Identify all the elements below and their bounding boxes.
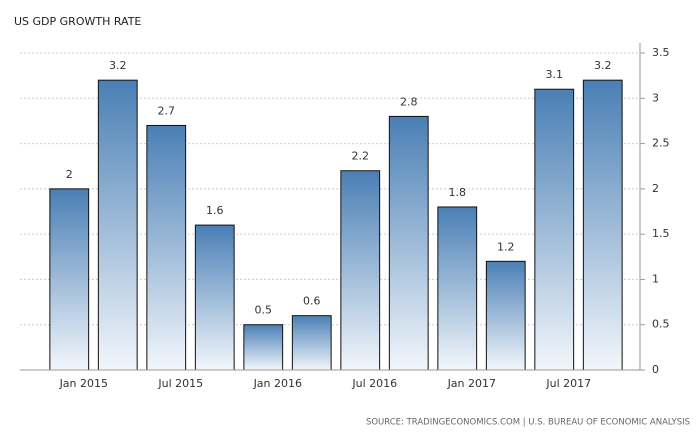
bar <box>97 79 138 371</box>
data-label: 2.2 <box>352 150 370 163</box>
data-label: 2.7 <box>158 104 176 117</box>
y-tick-label: 2 <box>652 182 659 195</box>
chart-title: US GDP GROWTH RATE <box>14 15 141 28</box>
data-label: 0.5 <box>255 304 273 317</box>
data-label: 1.8 <box>449 186 467 199</box>
data-label: 2 <box>66 168 73 181</box>
bar <box>49 188 90 371</box>
y-tick-label: 3 <box>652 91 659 104</box>
x-tick-label: Jan 2017 <box>447 377 496 390</box>
x-tick-label: Jan 2015 <box>59 377 108 390</box>
bar <box>194 224 235 371</box>
x-tick-label: Jul 2017 <box>545 377 591 390</box>
source-note: SOURCE: TRADINGECONOMICS.COM | U.S. BURE… <box>366 418 690 428</box>
x-tick-label: Jul 2015 <box>157 377 203 390</box>
x-tick-label: Jul 2016 <box>351 377 397 390</box>
y-tick-label: 0 <box>652 363 659 376</box>
bar <box>291 315 332 371</box>
y-tick-label: 1 <box>652 272 659 285</box>
data-label: 1.2 <box>497 240 515 253</box>
data-label: 0.6 <box>303 295 321 308</box>
bar <box>388 115 429 371</box>
data-label: 3.1 <box>546 68 564 81</box>
data-label: 3.2 <box>109 59 127 72</box>
bar <box>340 170 381 371</box>
data-label: 1.6 <box>206 204 224 217</box>
data-label: 3.2 <box>594 59 612 72</box>
bar <box>437 206 478 371</box>
bar <box>534 88 575 371</box>
x-tick-label: Jan 2016 <box>253 377 302 390</box>
bar <box>485 260 526 371</box>
bar <box>146 124 187 371</box>
y-tick-label: 0.5 <box>652 318 670 331</box>
y-tick-label: 2.5 <box>652 137 670 150</box>
data-label: 2.8 <box>400 95 418 108</box>
bar <box>243 324 284 371</box>
bar <box>582 79 623 371</box>
y-tick-label: 1.5 <box>652 227 670 240</box>
y-tick-label: 3.5 <box>652 46 670 59</box>
